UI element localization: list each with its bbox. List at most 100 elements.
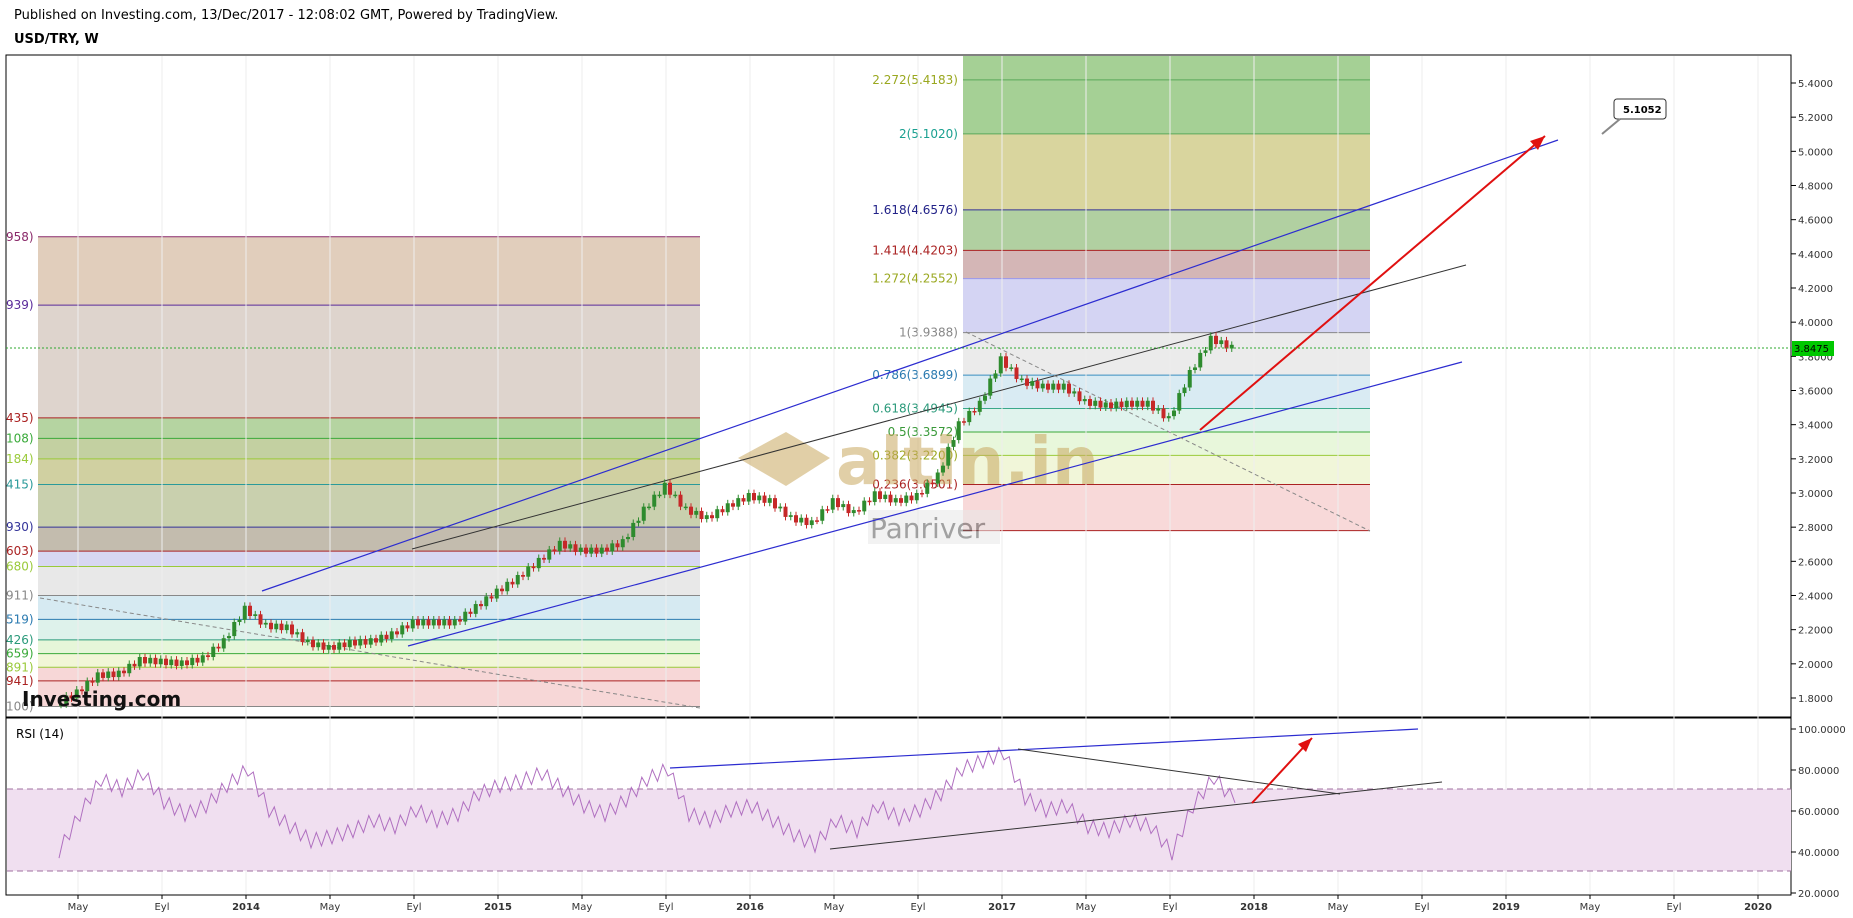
candle-body xyxy=(258,614,263,625)
fib-right-label: 1(3.9388) xyxy=(899,326,958,340)
candle-body xyxy=(101,672,105,678)
candle-body xyxy=(515,575,520,585)
candle-body xyxy=(374,638,378,643)
candle-body xyxy=(1156,408,1161,411)
fib-left-zone xyxy=(38,667,700,681)
candle-body xyxy=(342,642,347,648)
rsi-tick-label: 80.0000 xyxy=(1798,766,1839,777)
candle-body xyxy=(169,659,174,666)
price-tick-label: 1.8000 xyxy=(1798,694,1833,705)
candle-body xyxy=(662,482,667,495)
price-tick-label: 3.4000 xyxy=(1798,421,1833,432)
candle-body xyxy=(305,639,310,643)
candle-body xyxy=(1004,356,1008,368)
rsi-upper-trend[interactable] xyxy=(669,728,1419,769)
rsi-trend-lines[interactable] xyxy=(669,728,1443,850)
candle-body xyxy=(389,631,394,640)
rsi-tick-label: 40.0000 xyxy=(1798,848,1839,859)
fib-left-label: 519) xyxy=(6,612,34,626)
fib-right-label: 1.272(4.2552) xyxy=(872,272,958,286)
candle-body xyxy=(998,356,1003,374)
fib-right-label: 0.786(3.6899) xyxy=(872,368,958,382)
target-arrow[interactable] xyxy=(1199,135,1546,431)
candle-body xyxy=(1046,383,1050,390)
price-tick-label: 5.0000 xyxy=(1798,147,1833,158)
fib-right-zone xyxy=(963,278,1370,333)
candle-body xyxy=(1219,340,1224,345)
fib-left-label: 911) xyxy=(6,589,34,603)
price-tick-label: 4.6000 xyxy=(1798,216,1833,227)
candle-body xyxy=(878,491,882,499)
fib-right-zone xyxy=(963,133,1370,210)
time-tick-label: Eyl xyxy=(910,902,925,913)
candle-body xyxy=(893,498,898,503)
candle-body xyxy=(158,658,163,665)
candle-body xyxy=(746,493,751,502)
candle-body xyxy=(883,494,888,499)
fib-left-zone xyxy=(38,527,700,552)
candle-body xyxy=(836,498,840,508)
candle-body xyxy=(673,494,678,497)
candle-body xyxy=(494,588,499,599)
candle-body xyxy=(431,619,436,626)
rsi-lower-trend[interactable] xyxy=(829,781,1443,850)
candle-body xyxy=(384,634,389,640)
current-price-badge xyxy=(1792,341,1834,356)
fib-left-zone xyxy=(38,680,700,707)
candle-body xyxy=(426,619,431,626)
fib-left-label: 939) xyxy=(6,298,34,312)
candle-body xyxy=(851,510,856,514)
channel-lower-line[interactable] xyxy=(407,361,1463,647)
channel-upper-line[interactable] xyxy=(261,139,1559,592)
fib-right-zone xyxy=(963,79,1370,134)
candle-body xyxy=(463,611,468,622)
investing-logo: Investing.com xyxy=(22,687,181,711)
candle-body xyxy=(1151,400,1155,411)
candle-body xyxy=(846,504,851,514)
candle-body xyxy=(143,657,147,664)
candle-body xyxy=(332,645,336,650)
candle-body xyxy=(473,604,478,614)
candle-body xyxy=(941,465,945,473)
time-tick-label: May xyxy=(320,902,341,913)
fib-left-zone xyxy=(38,619,700,640)
candle-body xyxy=(988,378,993,396)
rsi-arrowhead xyxy=(1298,738,1312,752)
rsi-down-trend[interactable] xyxy=(1017,748,1341,795)
candle-body xyxy=(741,498,746,502)
candle-body xyxy=(899,498,903,503)
price-callout[interactable]: 5.1052 xyxy=(1601,98,1667,135)
time-tick-label: Eyl xyxy=(1162,902,1177,913)
candle-body xyxy=(132,663,137,667)
candle-body xyxy=(405,625,410,629)
candle-body xyxy=(1124,400,1129,408)
candle-body xyxy=(1051,383,1056,390)
rsi-tick-label: 100.0000 xyxy=(1798,725,1846,736)
candle-body xyxy=(563,540,567,549)
candle-body xyxy=(416,619,420,626)
candle-body xyxy=(500,588,504,592)
candle-body xyxy=(190,657,195,666)
candle-body xyxy=(1067,383,1071,394)
fib-left-label: 680) xyxy=(6,559,34,573)
time-axis: May Eyl 2014 May Eyl 2015 May Eyl 2016 May Eyl 2017… xyxy=(68,895,1772,913)
candle-body xyxy=(106,671,111,678)
candle-body xyxy=(820,509,825,521)
candle-body xyxy=(1093,400,1098,406)
time-tick-label: May xyxy=(1076,902,1097,913)
candle-body xyxy=(452,619,457,626)
price-tick-label: 4.4000 xyxy=(1798,250,1833,261)
candle-body xyxy=(542,557,546,560)
candle-body xyxy=(584,547,588,554)
candle-body xyxy=(253,614,258,616)
candle-body xyxy=(962,421,966,423)
rsi-line[interactable] xyxy=(58,746,1236,861)
candle-body xyxy=(626,536,630,540)
trend-lines[interactable] xyxy=(39,135,1559,709)
candle-body xyxy=(1025,378,1029,386)
fib-right-zone xyxy=(963,431,1370,456)
rsi-arrow[interactable] xyxy=(1251,737,1313,804)
candle-body xyxy=(284,624,289,631)
channel-mid-line[interactable] xyxy=(411,264,1467,550)
